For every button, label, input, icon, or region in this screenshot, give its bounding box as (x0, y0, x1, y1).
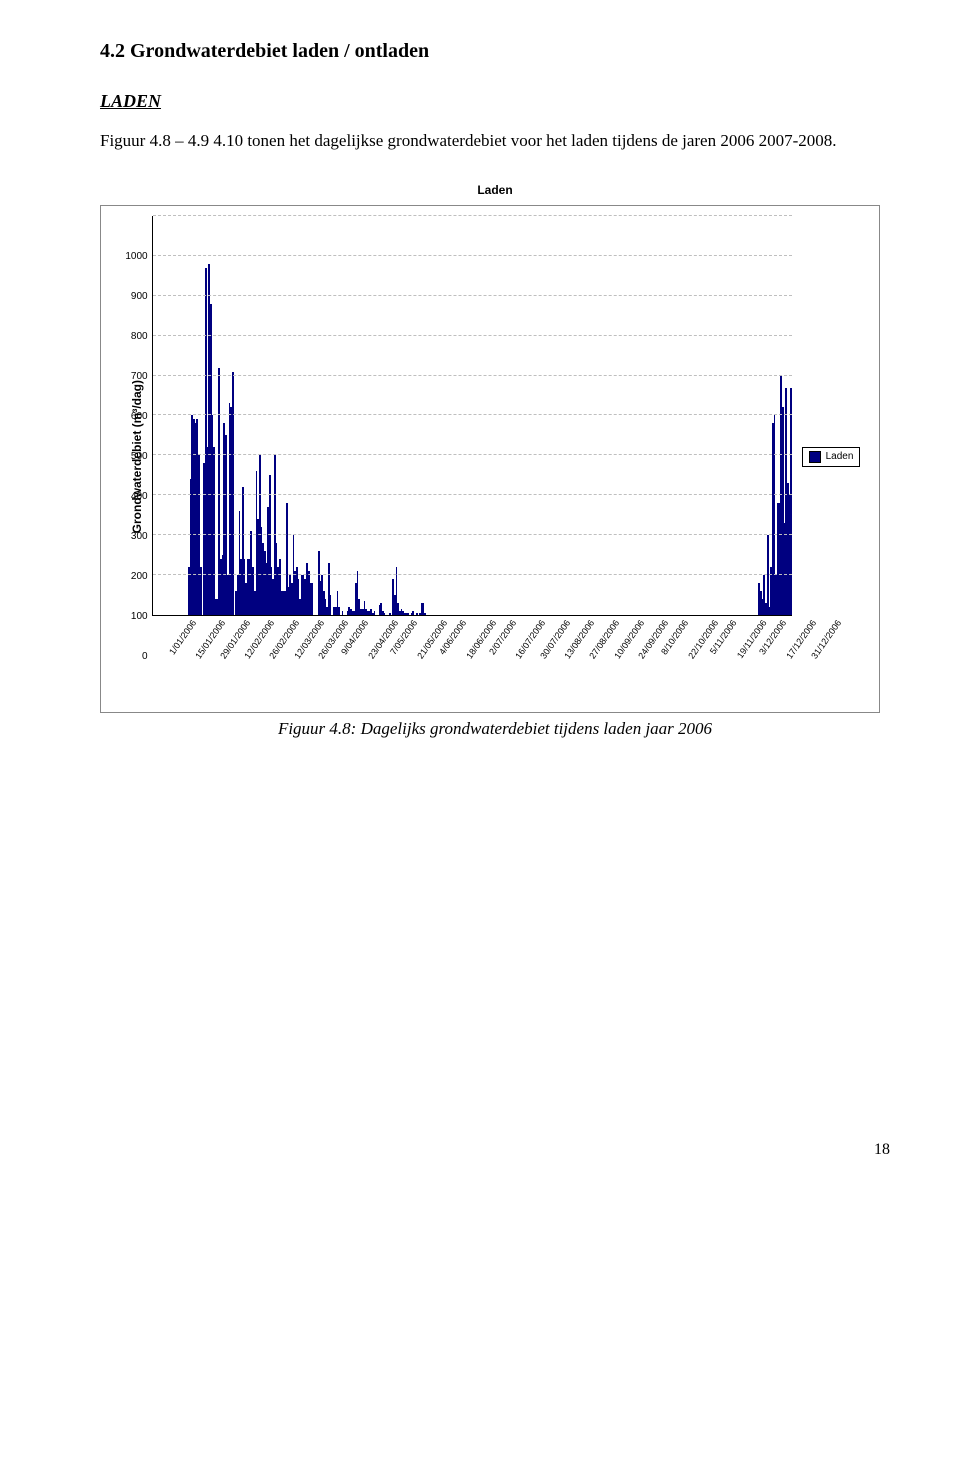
chart-title: Laden (100, 183, 890, 197)
bar (416, 613, 418, 615)
bar (412, 611, 414, 615)
chart-container: Grondwaterdebiet (m³/dag) 10009008007006… (105, 216, 885, 698)
bar (374, 611, 376, 615)
legend-label: Laden (826, 451, 854, 462)
bar (384, 613, 386, 615)
bar (330, 595, 332, 615)
bar (424, 613, 426, 615)
bar (213, 447, 215, 615)
bar (342, 611, 344, 615)
section-title: 4.2 Grondwaterdebiet laden / ontladen (100, 40, 890, 63)
page-number: 18 (874, 1141, 890, 1159)
bar (232, 372, 234, 615)
chart-legend: Laden (802, 447, 861, 467)
bar (389, 613, 391, 615)
plot-area (152, 216, 792, 616)
grid-line (153, 534, 792, 535)
grid-line (153, 215, 792, 216)
bar (311, 583, 313, 615)
bar (790, 388, 792, 615)
figure-caption: Figuur 4.8: Dagelijks grondwaterdebiet t… (100, 719, 890, 739)
bar (338, 607, 340, 615)
bar (407, 613, 409, 615)
grid-line (153, 375, 792, 376)
subheading-laden: LADEN (100, 91, 890, 112)
chart-outer-border: Grondwaterdebiet (m³/dag) 10009008007006… (100, 205, 880, 713)
x-tick: 1/01/2006 (167, 618, 198, 657)
grid-line (153, 454, 792, 455)
grid-line (153, 335, 792, 336)
x-axis-ticks: 1/01/200615/01/200629/01/200612/02/20062… (152, 618, 792, 698)
grid-line (153, 494, 792, 495)
grid-line (153, 295, 792, 296)
bars-container (153, 216, 792, 615)
legend-swatch (809, 451, 821, 463)
grid-line (153, 574, 792, 575)
body-text: Figuur 4.8 – 4.9 4.10 tonen het dagelijk… (100, 130, 870, 153)
grid-line (153, 255, 792, 256)
grid-line (153, 414, 792, 415)
